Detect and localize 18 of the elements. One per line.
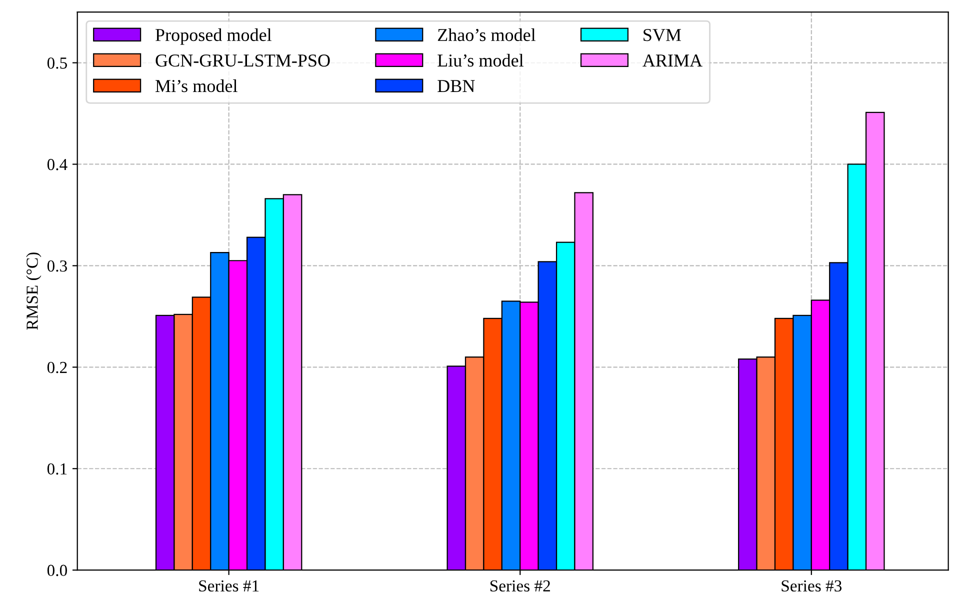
y-tick-label: 0.2 — [47, 362, 67, 374]
legend-label: Mi’s model — [156, 79, 238, 92]
legend-label: GCN-GRU-LSTM-PSO — [156, 54, 330, 67]
legend-label: Proposed model — [156, 28, 272, 45]
y-axis-title: RMSE (°C) — [26, 252, 42, 330]
legend-label: DBN — [438, 80, 475, 92]
x-tick-label: Series #1 — [199, 580, 259, 592]
legend-label: SVM — [644, 28, 681, 42]
y-tick-label: 0.0 — [47, 564, 67, 576]
legend-label: Liu’s model — [438, 54, 524, 67]
legend-label: Zhao’s model — [438, 28, 536, 42]
x-tick-label: Series #3 — [782, 580, 842, 592]
x-tick-label: Series #2 — [490, 580, 550, 592]
y-tick-label: 0.1 — [47, 463, 67, 475]
y-tick-label: 0.4 — [47, 158, 68, 170]
legend-label: ARIMA — [642, 54, 702, 66]
y-tick-label: 0.3 — [47, 260, 67, 272]
y-tick-label: 0.5 — [47, 57, 67, 69]
